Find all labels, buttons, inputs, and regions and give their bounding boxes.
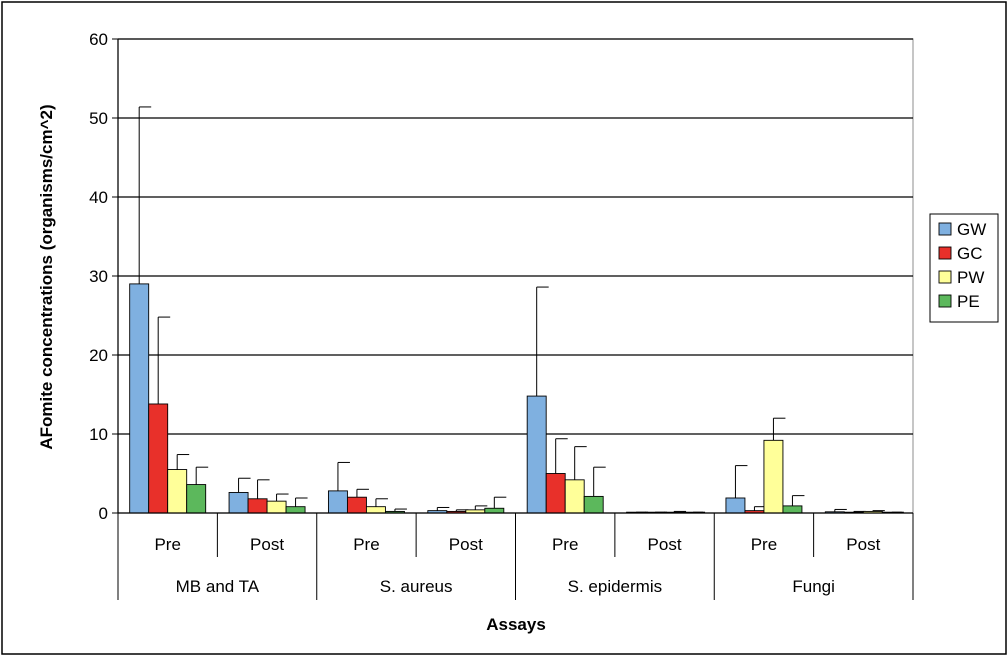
legend-label: GW [957, 220, 986, 239]
bar-gw [228, 492, 249, 514]
y-axis-title: AFomite concentrations (organisms/cm^2) [37, 104, 56, 449]
bar-pe [484, 507, 505, 514]
x-tick-label: Post [648, 535, 682, 554]
legend-swatch-pw [938, 270, 952, 284]
bar-pe [782, 505, 803, 514]
y-tick-label: 50 [89, 109, 108, 128]
y-tick-label: 0 [99, 504, 108, 523]
x-axis-title: Assays [486, 615, 546, 634]
bar-pw [167, 469, 188, 514]
legend-swatch-gw [938, 222, 952, 236]
y-tick-label: 60 [89, 30, 108, 49]
x-group-label: S. epidermis [568, 577, 662, 596]
x-group-label: Fungi [792, 577, 835, 596]
bar-gw [129, 283, 150, 514]
y-tick-label: 20 [89, 346, 108, 365]
y-tick-label: 10 [89, 425, 108, 444]
bar-pw [564, 479, 585, 514]
bar-pw [763, 439, 784, 514]
bar-pw [365, 506, 386, 514]
legend-swatch-pe [938, 294, 952, 308]
legend-label: PW [957, 268, 984, 287]
x-tick-label: Post [846, 535, 880, 554]
x-tick-label: Pre [552, 535, 578, 554]
legend-swatch-gc [938, 246, 952, 260]
y-tick-label: 40 [89, 188, 108, 207]
bar-pw [266, 500, 287, 514]
x-tick-label: Post [250, 535, 284, 554]
y-tick-label: 30 [89, 267, 108, 286]
x-group-label: S. aureus [380, 577, 453, 596]
bar-gc [545, 473, 566, 514]
legend-label: GC [957, 244, 983, 263]
bar-gc [148, 403, 169, 514]
bar-pe [285, 506, 306, 514]
legend-label: PE [957, 292, 980, 311]
legend: GW GC PW PE [929, 213, 999, 323]
bar-pe [583, 495, 604, 514]
bar-gw [725, 497, 746, 514]
x-group-label: MB and TA [176, 577, 260, 596]
bar-gc [247, 498, 268, 514]
bar-pe [186, 484, 207, 514]
x-tick-label: Pre [154, 535, 180, 554]
x-tick-label: Pre [353, 535, 379, 554]
x-tick-label: Pre [751, 535, 777, 554]
x-tick-label: Post [449, 535, 483, 554]
bar-gc [346, 496, 367, 514]
bar-gw [327, 490, 348, 514]
bar-gw [526, 395, 547, 514]
